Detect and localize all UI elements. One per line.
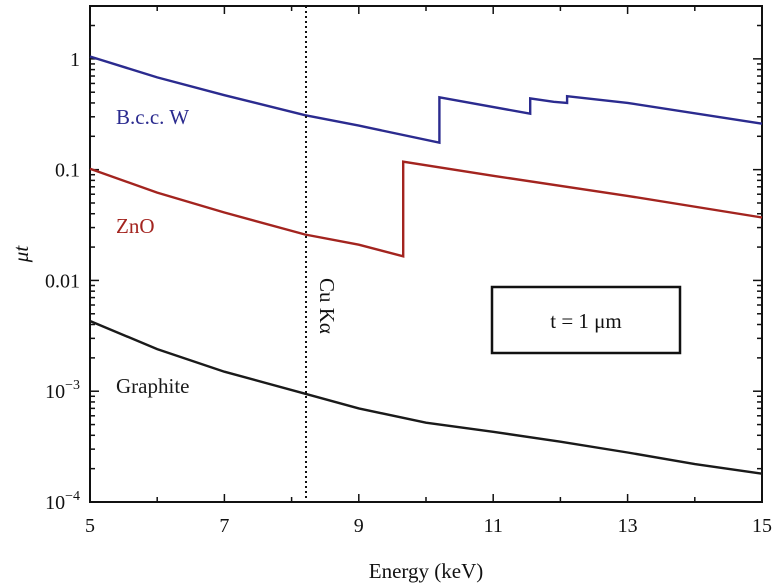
thickness-annotation-text: t = 1 μm bbox=[550, 309, 622, 333]
x-tick-label: 11 bbox=[484, 515, 503, 537]
x-tick-label: 15 bbox=[752, 515, 772, 537]
series-line-0 bbox=[89, 55, 763, 145]
y-tick-label: 0.1 bbox=[55, 160, 80, 182]
series-line-2 bbox=[89, 319, 763, 475]
x-tick-label: 13 bbox=[618, 515, 638, 537]
y-tick-label: 10−4 bbox=[45, 489, 80, 514]
cu-kalpha-label: Cu Kα bbox=[315, 278, 339, 334]
series-label-0: B.c.c. W bbox=[116, 105, 189, 129]
ticks-layer: 5 7 9 11 13 15 10−4 10−3 0.01 0.1 1 bbox=[45, 5, 772, 537]
x-tick-label: 7 bbox=[219, 515, 229, 537]
y-tick-label: 0.01 bbox=[45, 270, 80, 292]
x-tick-label: 5 bbox=[85, 515, 95, 537]
x-axis-title: Energy (keV) bbox=[369, 559, 484, 583]
x-tick-label: 9 bbox=[354, 515, 364, 537]
y-axis-title: μt bbox=[9, 245, 33, 264]
y-tick-label: 10−3 bbox=[45, 378, 80, 403]
series-line-1 bbox=[89, 160, 763, 258]
y-tick-label: 1 bbox=[70, 49, 80, 71]
thickness-annotation-box bbox=[490, 285, 682, 355]
plot-frame bbox=[89, 5, 763, 503]
series-layer: B.c.c. W ZnO Graphite bbox=[89, 55, 763, 475]
series-label-2: Graphite bbox=[116, 374, 189, 398]
series-label-1: ZnO bbox=[116, 214, 155, 238]
